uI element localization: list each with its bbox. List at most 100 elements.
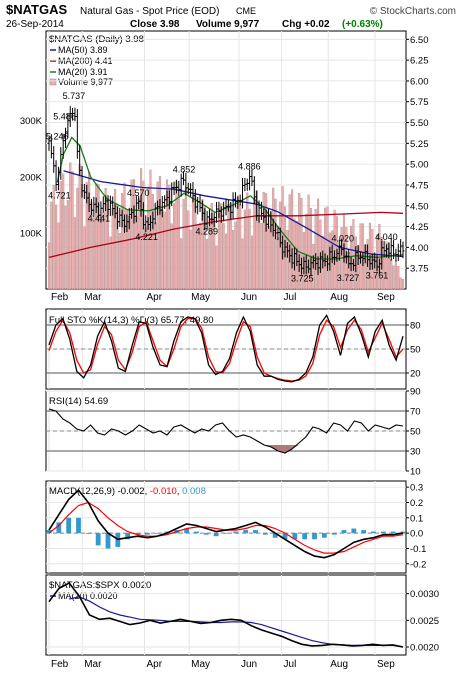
grid-layer [46, 31, 409, 655]
y-tick-label: 4.75 [410, 180, 429, 191]
x-tick-label: Mar [84, 659, 102, 670]
volume-bar [274, 198, 277, 290]
volume-bar [71, 171, 74, 290]
y-tick-label: 0.0025 [410, 616, 439, 627]
y-tick-label: 0.2 [410, 498, 423, 509]
volume-bar [401, 279, 405, 290]
volume-bar [333, 209, 336, 290]
volume-bar [80, 184, 84, 290]
price-annotation: 4.221 [135, 232, 158, 242]
volume-bar [177, 196, 180, 290]
macd-histogram-bar [253, 530, 258, 534]
volume-bar [390, 259, 393, 290]
volume-bar [307, 194, 310, 290]
y-tick-label: 3.75 [410, 264, 429, 275]
x-tick-label: Jun [241, 659, 257, 670]
price-annotation: 4.441 [88, 214, 111, 224]
macd-histogram-bar [243, 530, 249, 534]
y-tick-label: 80 [410, 321, 421, 332]
volume-bar [239, 204, 242, 290]
volume-bar [59, 181, 62, 290]
volume-bar [236, 197, 239, 290]
ma20-line [56, 136, 404, 260]
x-tick-label: May [191, 659, 210, 670]
rsi-oversold-fill [285, 445, 292, 453]
volume-bar [305, 213, 308, 290]
volume-bar [76, 187, 79, 290]
volume-bar [97, 184, 100, 290]
macd-panel-title: MACD(12,26,9) -0.002, -0.010, 0.008 [49, 486, 206, 497]
macd-histogram-bar [302, 533, 308, 540]
macd-title-sep: , [177, 486, 182, 497]
x-tick-label: Sep [377, 659, 395, 670]
y-tick-label: -0.2 [410, 559, 426, 570]
volume-bar [267, 226, 270, 290]
y-tick-label: 90 [410, 387, 421, 398]
y-tick-label: 4.25 [410, 222, 429, 233]
volume-bar [198, 222, 202, 290]
macd-histogram-bar [135, 533, 140, 535]
y-tick-label: 5.50 [410, 118, 429, 129]
y-tick-label: -0.1 [410, 544, 426, 555]
volume-bar [99, 219, 102, 290]
y-tick-label: 6.50 [410, 35, 429, 46]
ratio-line [48, 581, 404, 648]
volume-bar [187, 210, 190, 290]
volume-label: Volume 9,977 [196, 19, 260, 30]
volume-bar [262, 191, 265, 290]
x-tick-label: Mar [84, 292, 102, 303]
volume-bar [85, 182, 88, 290]
volume-bar [276, 237, 279, 290]
macd-histogram-bar [361, 530, 367, 534]
y-tick-label: 0.0020 [410, 643, 439, 654]
x-tick-label: Jul [284, 659, 297, 670]
macd-histogram-bar [331, 533, 337, 535]
y-tick-label: 6.00 [410, 76, 429, 87]
y-tick-label: 4.50 [410, 201, 429, 212]
macd-histogram-bar [351, 528, 357, 534]
volume-bar [165, 179, 169, 290]
volume-bar [383, 257, 386, 290]
macd-histogram-bar [144, 533, 150, 535]
volume-bar [173, 203, 176, 290]
y-tick-label: 50 [410, 345, 421, 356]
volume-tick-label: 100K [20, 228, 43, 239]
close-label: Close 3.98 [130, 19, 180, 30]
x-tick-label: Feb [51, 659, 69, 670]
macd-histogram-bar [213, 533, 219, 537]
price-annotation: 4.570 [127, 188, 150, 198]
volume-bar [250, 235, 254, 290]
volume-bar [316, 198, 320, 290]
volume-bar [180, 238, 183, 290]
volume-bar [182, 198, 185, 290]
macd-panel-frame [45, 480, 407, 574]
volume-bar [255, 190, 258, 290]
volume-bar [109, 236, 112, 290]
volume-bar [220, 203, 223, 290]
price-annotation: 4.852 [173, 164, 196, 174]
volume-bar [104, 188, 107, 290]
volume-bar [130, 179, 133, 290]
macd-histogram-bar [321, 533, 327, 538]
macd-histogram-bar [312, 533, 317, 540]
volume-bar [201, 198, 204, 290]
y-tick-label: 0.0 [410, 529, 423, 540]
volume-bar [392, 265, 395, 290]
macd-title-hist: 0.008 [182, 486, 206, 497]
macd-histogram-bar [203, 533, 209, 535]
macd-histogram-bar [272, 533, 278, 538]
volume-bar [265, 193, 268, 290]
volume-bar [50, 201, 53, 290]
macd-histogram-bar [184, 528, 190, 534]
macd-line [48, 489, 404, 559]
volume-bar [291, 189, 294, 290]
macd-histogram-bar [76, 517, 81, 534]
macd-histogram-bar [400, 531, 406, 534]
volume-tick-label: 300K [20, 116, 43, 127]
volume-bar [156, 181, 159, 290]
y-tick-label: 5.25 [410, 139, 429, 150]
y-tick-label: 0.3 [410, 483, 423, 494]
volume-bar [227, 204, 230, 290]
volume-bar [147, 186, 150, 290]
volume-bar [217, 213, 220, 290]
